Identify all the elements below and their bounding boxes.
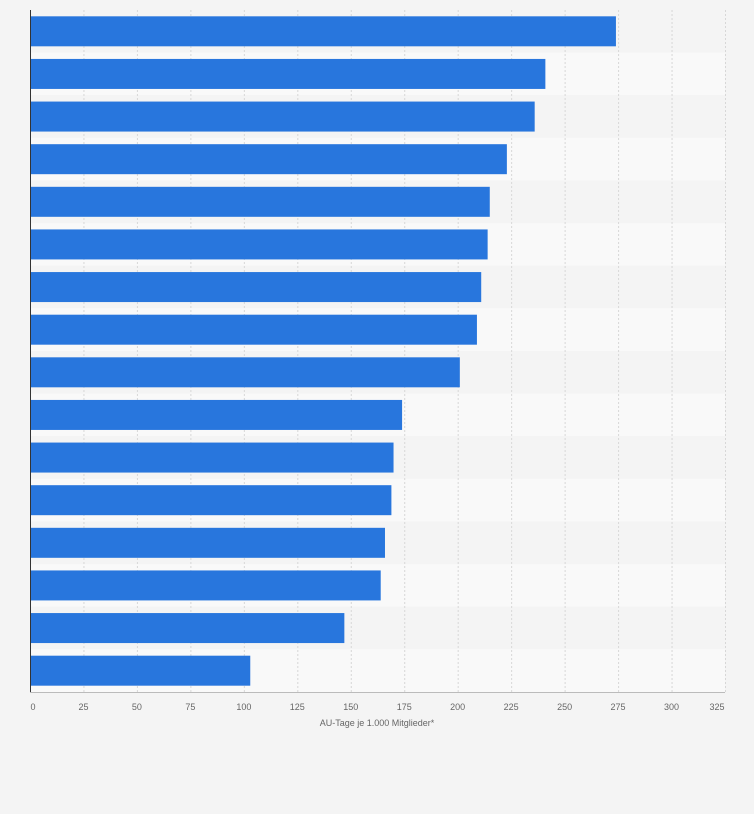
bar[interactable]: [30, 229, 488, 260]
bar[interactable]: [30, 186, 490, 217]
bar[interactable]: [30, 570, 381, 601]
x-tick-label: 200: [450, 702, 465, 712]
x-tick-label: 100: [236, 702, 251, 712]
bar[interactable]: [30, 101, 535, 132]
x-tick-labels: 0 25 50 75 100 125 150 175 200 225 250 275 300 325: [30, 702, 724, 712]
x-tick-label: 150: [343, 702, 358, 712]
bar[interactable]: [30, 485, 392, 516]
x-tick-label: 300: [664, 702, 679, 712]
bar[interactable]: [30, 16, 616, 47]
bar[interactable]: [30, 144, 507, 175]
bar[interactable]: [30, 58, 546, 89]
bar[interactable]: [30, 357, 460, 388]
x-tick-label: 50: [132, 702, 142, 712]
bar[interactable]: [30, 399, 403, 430]
x-tick-label: 250: [557, 702, 572, 712]
x-tick-label: 0: [30, 702, 35, 712]
bar[interactable]: [30, 314, 477, 345]
axes: [30, 10, 725, 693]
bar[interactable]: [30, 442, 394, 473]
x-tick-label: 125: [290, 702, 305, 712]
x-tick-label: 225: [504, 702, 519, 712]
x-axis-label: AU-Tage je 1.000 Mitglieder*: [320, 718, 435, 728]
bar[interactable]: [30, 613, 345, 644]
x-tick-label: 275: [611, 702, 626, 712]
bar[interactable]: [30, 527, 385, 558]
bar[interactable]: [30, 272, 482, 303]
x-tick-label: 75: [185, 702, 195, 712]
bar[interactable]: [30, 655, 251, 686]
x-tick-label: 175: [397, 702, 412, 712]
x-tick-label: 325: [709, 702, 724, 712]
x-tick-label: 25: [78, 702, 88, 712]
bars: [30, 16, 616, 686]
